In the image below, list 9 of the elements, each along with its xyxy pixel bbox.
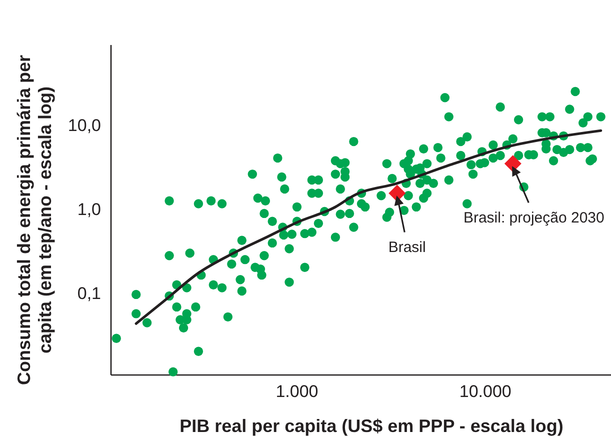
x-axis-title: PIB real per capita (US$ em PPP - escala log)	[180, 416, 564, 436]
annotation: Brasil	[388, 239, 426, 256]
y-tick-label: 10,0	[68, 116, 101, 135]
y-tick-label: 1,0	[77, 200, 101, 219]
x-tick-label: 10.000	[459, 382, 512, 401]
annotation: Brasil: projeção 2030	[463, 210, 604, 227]
y-axis-title: Consumo total de energia primária per capita (em tep/ano - escala log)	[14, 54, 55, 386]
y-tick-label: 0,1	[77, 284, 101, 303]
x-tick-label: 1.000	[276, 382, 318, 401]
